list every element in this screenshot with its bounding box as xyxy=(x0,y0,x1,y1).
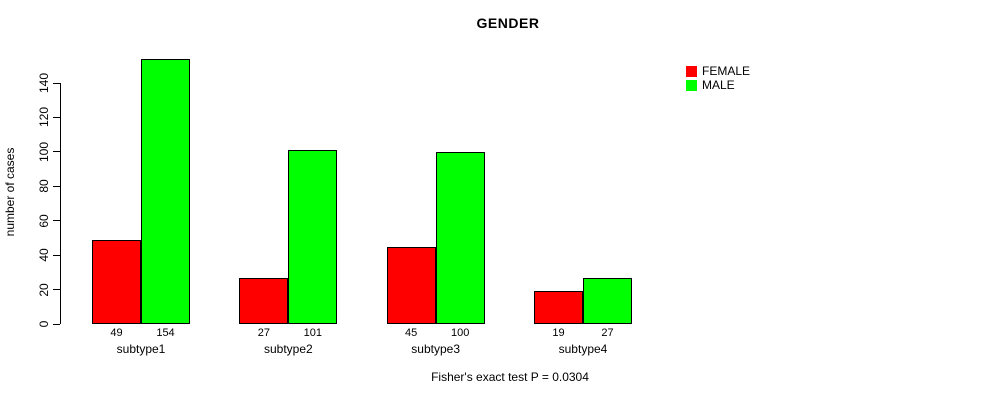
x-category-label-subtype1: subtype1 xyxy=(116,342,166,356)
chart-title: GENDER xyxy=(476,15,540,31)
y-tick-label: 120 xyxy=(37,107,51,128)
bar-value-label: 100 xyxy=(450,327,470,339)
x-category-label-subtype2: subtype2 xyxy=(263,342,313,356)
y-tick-mark xyxy=(53,82,60,84)
bar-value-label: 154 xyxy=(156,327,175,339)
y-tick-mark xyxy=(53,151,60,153)
legend-label-male: MALE xyxy=(702,77,735,92)
y-tick-mark xyxy=(53,254,60,256)
y-tick-mark xyxy=(53,220,60,222)
bar-value-label: 49 xyxy=(110,327,123,339)
y-tick-label: 0 xyxy=(37,320,51,328)
bar-value-label: 19 xyxy=(552,327,565,339)
bar-value-label: 45 xyxy=(405,327,418,339)
legend-swatch-male xyxy=(686,79,697,91)
y-tick-label: 20 xyxy=(37,282,51,297)
y-tick-mark xyxy=(53,323,60,325)
bar-female-subtype2 xyxy=(239,277,289,324)
y-tick-label: 40 xyxy=(37,248,51,262)
bar-value-label: 27 xyxy=(257,327,270,339)
bar-female-subtype3 xyxy=(386,246,436,324)
bar-value-label: 101 xyxy=(303,327,323,339)
fisher-test-footnote: Fisher's exact test P = 0.0304 xyxy=(431,370,589,384)
bar-male-subtype4 xyxy=(582,277,632,324)
legend-swatch-female xyxy=(686,66,697,77)
y-axis-line xyxy=(60,83,61,324)
bar-male-subtype1 xyxy=(141,58,190,324)
bar-value-label: 27 xyxy=(601,327,614,339)
legend-label-female: FEMALE xyxy=(702,64,751,78)
y-tick-label: 80 xyxy=(37,179,51,193)
y-tick-mark xyxy=(53,185,60,187)
bar-male-subtype3 xyxy=(435,151,485,324)
y-tick-mark xyxy=(53,289,60,291)
bar-male-subtype2 xyxy=(288,150,338,324)
x-category-label-subtype3: subtype3 xyxy=(411,342,461,356)
bar-female-subtype1 xyxy=(92,239,141,324)
bar-female-subtype4 xyxy=(533,291,583,324)
y-tick-label: 140 xyxy=(37,72,51,94)
y-tick-label: 60 xyxy=(37,214,51,228)
y-axis-label: number of cases xyxy=(3,147,17,237)
y-tick-mark xyxy=(53,116,60,118)
y-tick-label: 100 xyxy=(37,141,51,162)
x-category-label-subtype4: subtype4 xyxy=(558,342,608,356)
